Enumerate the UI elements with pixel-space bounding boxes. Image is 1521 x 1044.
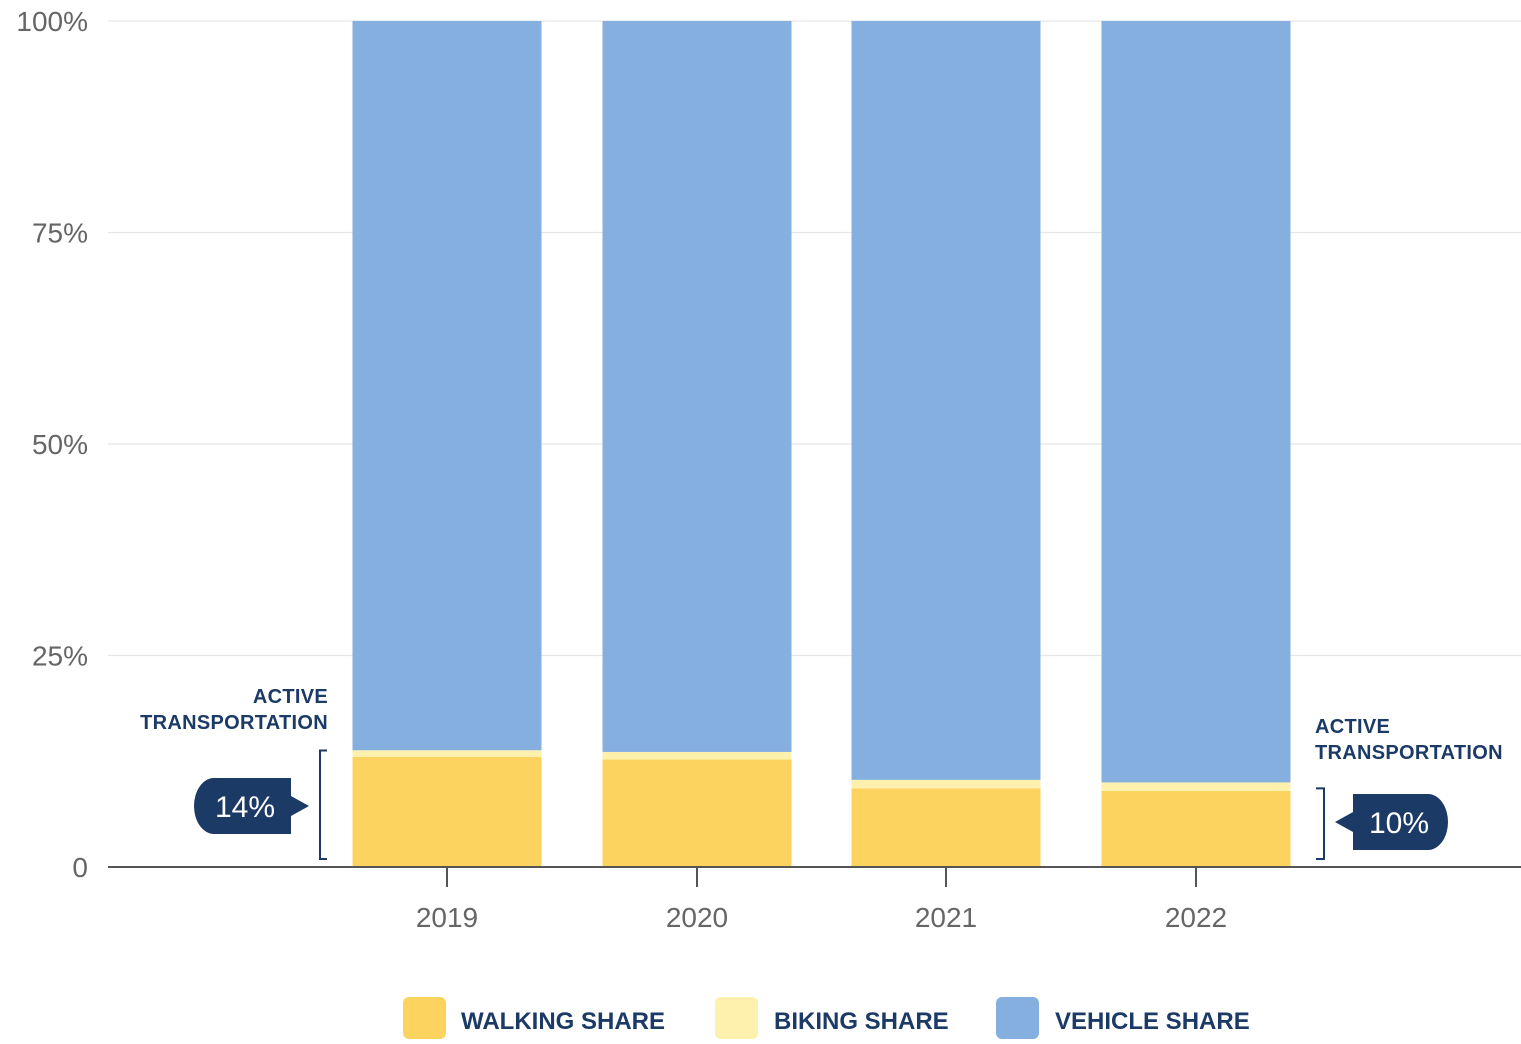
bar-segment (602, 759, 792, 867)
bar-segment (1101, 790, 1291, 867)
legend-swatch (715, 997, 758, 1039)
annotation-label: TRANSPORTATION (140, 712, 328, 734)
annotation-bracket (1316, 787, 1325, 860)
bar-segment (602, 751, 792, 760)
annotation-label: ACTIVE (253, 686, 328, 708)
callout-value: 14% (215, 791, 275, 824)
y-axis-ticks: 0 25% 50% 75% 100% (16, 6, 88, 883)
legend-swatch (403, 997, 446, 1039)
legend: WALKING SHARE BIKING SHARE VEHICLE SHARE (403, 997, 1250, 1039)
x-tick-label: 2019 (416, 902, 478, 933)
bar-segment (1101, 21, 1291, 783)
bar-segment (352, 757, 542, 867)
x-tick-label: 2022 (1165, 902, 1227, 933)
callout-value: 10% (1369, 807, 1429, 840)
y-tick-label: 100% (16, 6, 88, 37)
annotation-label: TRANSPORTATION (1315, 742, 1503, 764)
callout-badge (194, 778, 309, 834)
y-tick-label: 0 (72, 852, 88, 883)
annotations: ACTIVE TRANSPORTATION 14% ACTIVE TRANSPORTAT… (140, 686, 1503, 860)
bar-segment (352, 750, 542, 758)
bar-segment (352, 21, 542, 751)
x-tick-label: 2021 (915, 902, 977, 933)
bar-segment (602, 21, 792, 752)
x-axis: 2019 2020 2021 2022 (108, 866, 1521, 933)
bar-segment (1101, 782, 1291, 791)
legend-label: VEHICLE SHARE (1055, 1008, 1250, 1035)
bars (352, 21, 1291, 867)
y-tick-label: 25% (32, 641, 88, 672)
bar-segment (851, 779, 1041, 789)
annotation-label: ACTIVE (1315, 716, 1390, 738)
x-tick-label: 2020 (666, 902, 728, 933)
callout-badge (1335, 794, 1448, 850)
legend-swatch (996, 997, 1039, 1039)
gridlines (108, 20, 1521, 657)
y-tick-label: 50% (32, 429, 88, 460)
y-tick-label: 75% (32, 218, 88, 249)
legend-label: WALKING SHARE (461, 1008, 665, 1035)
annotation-bracket (319, 749, 327, 860)
bar-segment (851, 21, 1041, 780)
bar-segment (851, 788, 1041, 867)
legend-label: BIKING SHARE (774, 1008, 949, 1035)
